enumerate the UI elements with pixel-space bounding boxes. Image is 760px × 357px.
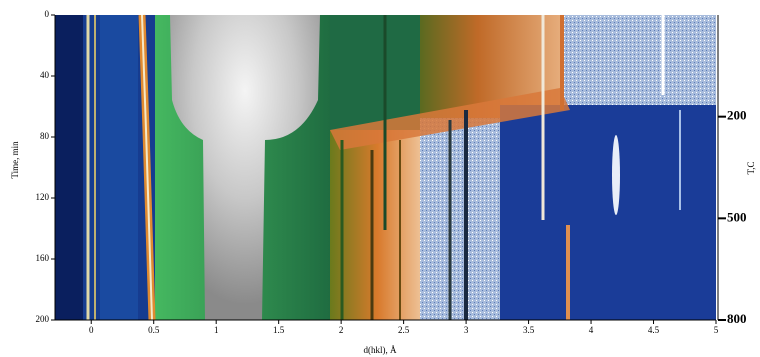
y-tick-label: 120: [36, 192, 50, 202]
y2-axis-label: T,C: [746, 161, 756, 174]
y2-tick-label: 200: [727, 108, 747, 123]
y2-tick-label: 500: [727, 209, 747, 224]
x-tick-label: 4.5: [648, 325, 660, 335]
y-axis-label: Time, min: [10, 141, 20, 179]
x-tick-label: 4: [589, 325, 594, 335]
x-tick-label: 2: [339, 325, 344, 335]
x-axis-label: d(hkl), Å: [364, 345, 397, 355]
x-tick-label: 3.5: [523, 325, 535, 335]
x-tick-label: 1.5: [273, 325, 285, 335]
y2-tick-label: 800: [727, 311, 747, 326]
x-tick-label: 3: [464, 325, 469, 335]
x-tick-label: 0: [89, 325, 94, 335]
y-tick-label: 0: [45, 9, 50, 19]
y-tick-label: 40: [40, 70, 50, 80]
y-tick-label: 200: [36, 314, 50, 324]
x-tick-label: 1: [214, 325, 219, 335]
x-tick-label: 0.5: [148, 325, 160, 335]
x-tick-label: 2.5: [398, 325, 410, 335]
y-tick-label: 80: [40, 131, 50, 141]
heatmap-image: [55, 14, 716, 321]
y-tick-label: 160: [36, 253, 50, 263]
x-tick-label: 5: [714, 325, 719, 335]
